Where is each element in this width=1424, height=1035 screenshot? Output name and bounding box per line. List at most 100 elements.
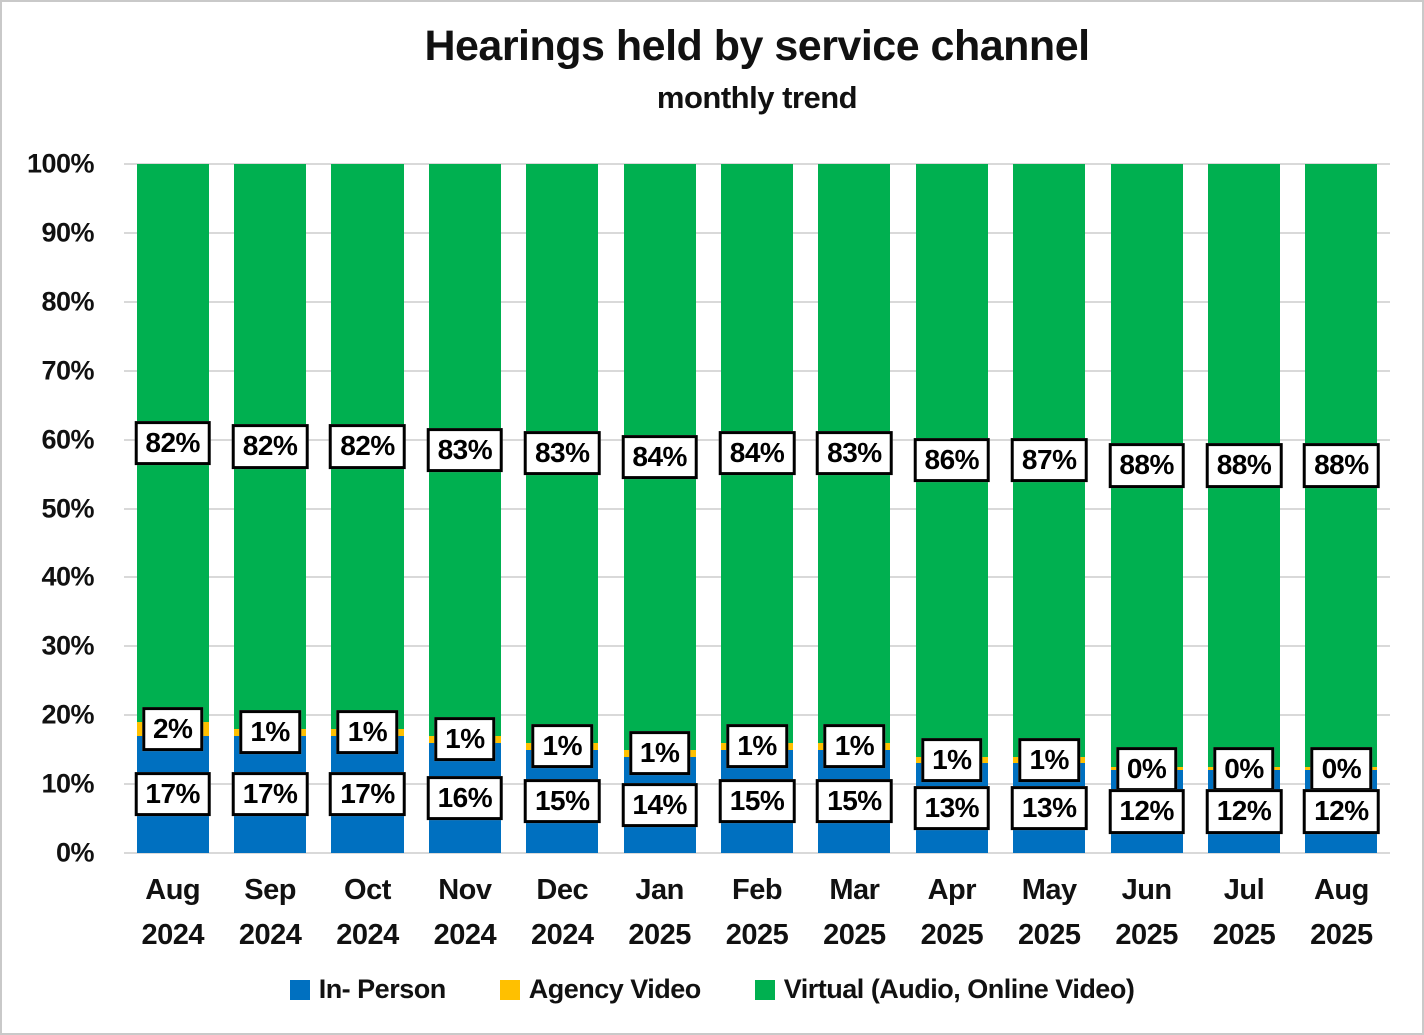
x-tick-month: Feb	[732, 874, 783, 906]
legend-item-virtual: Virtual (Audio, Online Video)	[754, 974, 1135, 1005]
data-label-in-person: 12%	[1205, 789, 1283, 834]
x-tick-label: May 2025	[1001, 868, 1098, 958]
data-label-virtual: 83%	[816, 431, 893, 476]
bar-apr-2025: 86% 1% 13%	[903, 164, 1000, 853]
data-label-agency-video: 1%	[239, 710, 301, 755]
data-label-virtual: 88%	[1303, 443, 1380, 488]
x-tick-month: Jun	[1121, 874, 1173, 906]
x-tick-year: 2024	[336, 919, 399, 951]
x-tick-month: Sep	[244, 874, 296, 906]
data-label-in-person: 17%	[231, 772, 309, 817]
x-tick-year: 2025	[823, 919, 886, 951]
data-label-virtual: 82%	[329, 424, 406, 469]
data-label-in-person: 12%	[1108, 789, 1185, 834]
x-axis-labels: Aug 2024 Sep 2024 Oct 2024 Nov 2024 Dec 2024 Jan 20…	[124, 868, 1390, 958]
data-label-agency-video: 1%	[531, 724, 593, 769]
x-tick-label: Mar 2025	[806, 868, 903, 958]
legend-item-agency-video: Agency Video	[499, 974, 702, 1005]
data-label-virtual: 88%	[1205, 443, 1283, 488]
data-label-agency-video: 1%	[921, 737, 983, 783]
x-tick-label: Sep 2024	[221, 868, 318, 958]
x-tick-label: Dec 2024	[514, 868, 611, 958]
x-tick-label: Feb 2025	[708, 868, 805, 958]
data-label-agency-video: 1%	[726, 724, 788, 769]
chart-subtitle: monthly trend	[656, 80, 858, 115]
x-tick-month: Nov	[438, 874, 492, 906]
x-tick-label: Aug 2025	[1293, 868, 1390, 958]
x-tick-label: Aug 2024	[124, 868, 221, 958]
bar-may-2025: 87% 1% 13%	[1001, 164, 1098, 853]
bar-jan-2025: 84% 1% 14%	[611, 164, 708, 853]
legend-item-in-person: In- Person	[289, 974, 446, 1005]
bar-sep-2024: 82% 1% 17%	[221, 164, 318, 853]
data-label-in-person: 17%	[134, 772, 211, 817]
data-label-in-person: 17%	[329, 772, 406, 817]
y-tick-label: 0%	[55, 837, 95, 868]
x-tick-year: 2024	[238, 919, 302, 951]
bar-dec-2024: 83% 1% 15%	[514, 164, 611, 853]
data-label-agency-video: 1%	[434, 717, 496, 762]
data-label-agency-video: 2%	[141, 706, 204, 752]
data-label-agency-video: 0%	[1213, 746, 1275, 791]
legend-label: Virtual (Audio, Online Video)	[783, 974, 1135, 1004]
data-label-in-person: 15%	[523, 779, 601, 824]
x-tick-year: 2025	[1310, 919, 1373, 951]
y-axis: 0% 10% 20% 30% 40% 50% 60% 70% 80% 90% 100%	[2, 149, 110, 868]
data-label-in-person: 13%	[913, 786, 991, 831]
data-label-agency-video: 0%	[1115, 746, 1178, 791]
x-tick-month: Jul	[1223, 874, 1265, 906]
data-label-virtual: 82%	[231, 424, 309, 469]
x-tick-year: 2025	[1115, 919, 1178, 951]
data-label-in-person: 16%	[426, 775, 504, 820]
data-label-in-person: 12%	[1303, 789, 1380, 834]
x-tick-label: Jun 2025	[1098, 868, 1195, 958]
bar-aug-2025: 88% 0% 12%	[1293, 164, 1390, 853]
x-tick-month: Mar	[829, 874, 880, 906]
y-tick-label: 80%	[41, 286, 94, 317]
data-label-agency-video: 1%	[823, 724, 886, 769]
x-tick-label: Apr 2025	[903, 868, 1000, 958]
x-tick-year: 2025	[725, 919, 789, 951]
y-tick-label: 40%	[41, 561, 94, 592]
x-tick-year: 2025	[628, 919, 691, 951]
bar-nov-2024: 83% 1% 16%	[416, 164, 513, 853]
x-tick-year: 2024	[141, 919, 204, 951]
bars-row: 82% 2% 17% 82% 1% 17% 82% 1% 17% 83% 1% 16% 83% 1% 15%…	[124, 164, 1390, 853]
chart-title: Hearings held by service channel	[424, 22, 1090, 70]
data-label-virtual: 83%	[426, 427, 504, 473]
x-tick-month: Aug	[1313, 874, 1369, 906]
y-tick-label: 70%	[41, 355, 94, 386]
y-tick-label: 60%	[41, 424, 94, 455]
x-tick-month: Jan	[635, 874, 684, 906]
y-tick-label: 50%	[41, 493, 94, 523]
chart-legend: In- Person Agency Video Virtual (Audio, On…	[2, 974, 1422, 1005]
data-label-in-person: 14%	[621, 782, 698, 827]
data-label-agency-video: 1%	[336, 710, 399, 755]
legend-label: Agency Video	[528, 974, 702, 1004]
x-tick-year: 2024	[531, 919, 594, 951]
data-label-in-person: 13%	[1010, 786, 1088, 831]
x-tick-label: Jan 2025	[611, 868, 708, 958]
x-tick-year: 2024	[433, 919, 497, 951]
x-tick-year: 2025	[1017, 919, 1081, 951]
y-tick-label: 90%	[41, 217, 94, 248]
bar-oct-2024: 82% 1% 17%	[319, 164, 416, 853]
legend-swatch-icon	[289, 979, 310, 1000]
x-tick-month: Oct	[344, 874, 391, 906]
data-label-virtual: 83%	[523, 431, 601, 476]
y-tick-label: 10%	[41, 768, 94, 799]
data-label-virtual: 88%	[1108, 443, 1185, 488]
bar-aug-2024: 82% 2% 17%	[124, 164, 221, 853]
x-tick-month: Aug	[145, 874, 201, 906]
data-label-agency-video: 1%	[628, 731, 691, 776]
data-label-agency-video: 1%	[1018, 737, 1080, 783]
x-tick-month: Apr	[927, 874, 977, 906]
bar-jul-2025: 88% 0% 12%	[1195, 164, 1292, 853]
bar-feb-2025: 84% 1% 15%	[708, 164, 805, 853]
x-tick-year: 2025	[1212, 919, 1276, 951]
x-tick-month: Dec	[536, 874, 589, 906]
data-label-virtual: 84%	[621, 434, 698, 479]
data-label-virtual: 84%	[718, 431, 796, 476]
gridline-100%	[124, 163, 1390, 165]
